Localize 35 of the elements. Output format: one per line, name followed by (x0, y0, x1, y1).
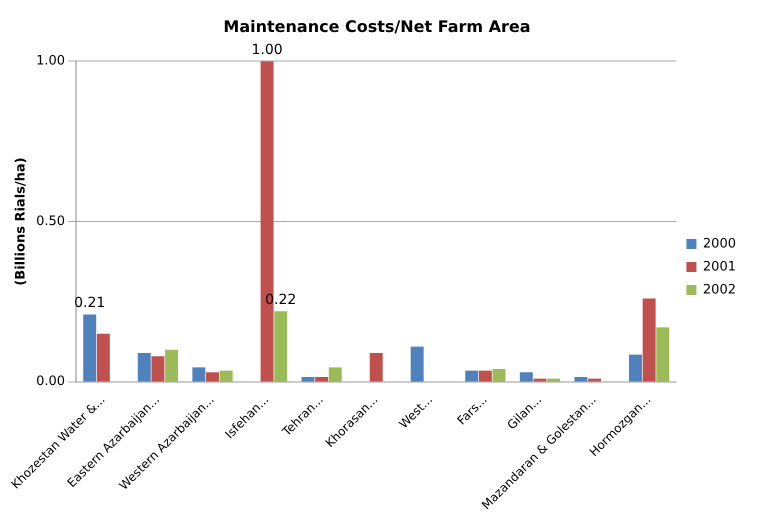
bar (547, 378, 560, 382)
y-tick-label: 0.50 (36, 214, 66, 229)
legend-label: 2000 (702, 236, 736, 252)
data-label: 0.21 (74, 295, 106, 312)
bar (588, 378, 602, 382)
bar (138, 352, 151, 382)
legend-label: 2001 (702, 259, 736, 274)
bar (410, 346, 424, 382)
bar (274, 311, 288, 382)
bar (315, 377, 328, 382)
y-tick-label: 0.00 (36, 374, 66, 390)
bar (165, 350, 178, 382)
bar (96, 334, 110, 382)
bar (478, 370, 492, 382)
bar (465, 370, 478, 382)
bar (574, 377, 588, 382)
bar (151, 356, 164, 382)
bar (370, 352, 383, 382)
bar (629, 354, 642, 382)
bar (83, 314, 96, 382)
y-axis-title: (Billions Rials/ha) (14, 157, 29, 286)
bar (656, 327, 670, 382)
bar (328, 367, 342, 382)
bar (520, 372, 533, 382)
bar (206, 372, 219, 382)
y-tick-label: 1.00 (36, 54, 66, 69)
legend-label: 2002 (702, 282, 736, 298)
bar (192, 367, 206, 382)
bar (642, 298, 656, 382)
data-label: 1.00 (251, 42, 283, 58)
bar (220, 370, 233, 382)
bar (492, 369, 506, 382)
bar (302, 377, 314, 382)
bar (533, 378, 546, 382)
chart-title: Maintenance Costs/Net Farm Area (223, 16, 531, 36)
